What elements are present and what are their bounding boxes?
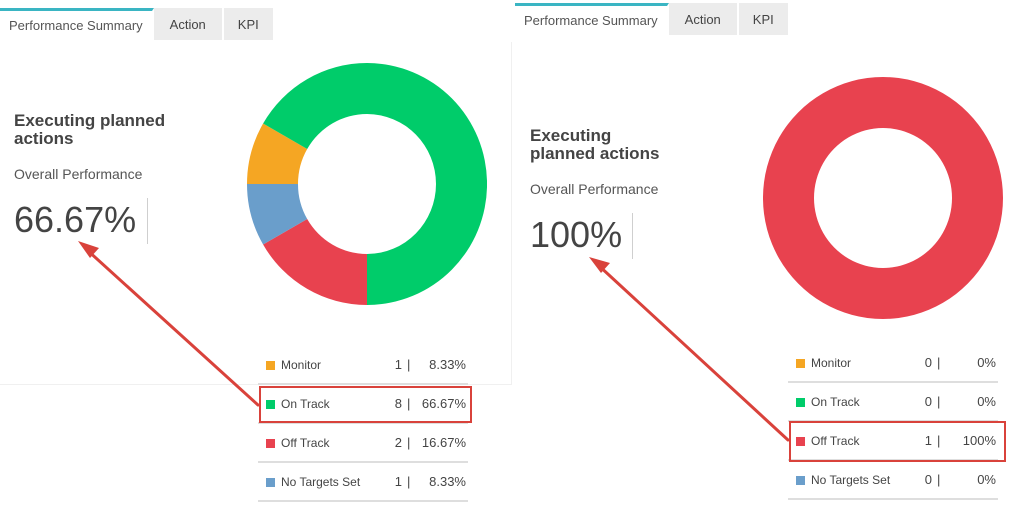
no-targets-swatch bbox=[266, 478, 275, 487]
legend-separator: | bbox=[937, 472, 941, 487]
off-track-swatch bbox=[266, 439, 275, 448]
legend-row-no-targets[interactable]: No Targets Set 0 | 0% bbox=[788, 461, 998, 500]
tab-action[interactable]: Action bbox=[668, 3, 739, 35]
legend-count: 2 bbox=[394, 435, 402, 450]
legend-separator: | bbox=[937, 433, 941, 448]
tab-performance-summary[interactable]: Performance Summary bbox=[515, 3, 669, 37]
performance-panel-right: Performance Summary Action KPI Executing… bbox=[515, 0, 1010, 516]
legend-label: Off Track bbox=[281, 436, 330, 450]
overall-performance-value: 66.67% bbox=[14, 199, 137, 240]
legend-label: On Track bbox=[281, 397, 330, 411]
tab-performance-summary[interactable]: Performance Summary bbox=[0, 8, 154, 42]
donut-segment-off-track bbox=[763, 77, 1003, 319]
monitor-swatch bbox=[796, 359, 805, 368]
legend-label: Monitor bbox=[281, 358, 322, 372]
legend-percent: 8.33% bbox=[429, 474, 466, 489]
legend-count: 0 bbox=[924, 355, 932, 370]
off-track-swatch bbox=[796, 437, 805, 446]
overall-performance-label: Overall Performance bbox=[14, 166, 143, 182]
overall-performance-value: 100% bbox=[530, 214, 623, 255]
donut-segment-on-track bbox=[367, 63, 487, 305]
legend-percent: 0% bbox=[977, 472, 996, 487]
legend-count: 8 bbox=[394, 396, 402, 411]
legend-percent: 0% bbox=[977, 394, 996, 409]
legend-label: No Targets Set bbox=[281, 475, 361, 489]
legend-label: Monitor bbox=[811, 356, 852, 370]
tab-bar: Performance Summary Action KPI bbox=[515, 3, 790, 37]
legend-row-on-track[interactable]: On Track 0 | 0% bbox=[788, 383, 998, 422]
legend-count: 1 bbox=[924, 433, 932, 448]
tab-kpi[interactable]: KPI bbox=[223, 8, 275, 40]
legend-separator: | bbox=[407, 474, 411, 489]
on-track-swatch bbox=[266, 400, 275, 409]
legend-percent: 16.67% bbox=[421, 435, 466, 450]
tab-action[interactable]: Action bbox=[153, 8, 224, 40]
legend-row-monitor[interactable]: Monitor 1 | 8.33% bbox=[258, 346, 468, 385]
tab-bar: Performance Summary Action KPI bbox=[0, 8, 275, 42]
legend-count: 0 bbox=[924, 472, 932, 487]
donut-segment-on-track-c bbox=[263, 63, 367, 149]
value-divider bbox=[632, 213, 633, 259]
performance-donut-chart bbox=[247, 63, 487, 305]
on-track-swatch bbox=[796, 398, 805, 407]
legend-percent: 100% bbox=[962, 433, 996, 448]
legend-percent: 8.33% bbox=[429, 357, 466, 372]
legend-row-monitor[interactable]: Monitor 0 | 0% bbox=[788, 344, 998, 383]
legend-separator: | bbox=[407, 435, 411, 450]
legend-percent: 66.67% bbox=[421, 396, 466, 411]
legend-label: On Track bbox=[811, 395, 860, 409]
legend-row-off-track[interactable]: Off Track 2 | 16.67% bbox=[258, 424, 468, 463]
donut-segment-off-track bbox=[263, 219, 367, 305]
section-heading: Executing planned actions bbox=[14, 111, 166, 148]
legend-separator: | bbox=[937, 394, 941, 409]
tab-kpi[interactable]: KPI bbox=[738, 3, 790, 35]
legend-label: Off Track bbox=[811, 434, 860, 448]
value-divider bbox=[147, 198, 148, 244]
legend-count: 1 bbox=[394, 357, 402, 372]
performance-donut-chart bbox=[763, 77, 1003, 319]
section-heading: Executing planned actions bbox=[530, 126, 660, 163]
legend-row-on-track[interactable]: On Track 8 | 66.67% bbox=[258, 385, 468, 424]
highlight-box-on-track bbox=[259, 386, 472, 423]
performance-panel-left: Performance Summary Action KPI Executing… bbox=[0, 0, 512, 502]
legend-percent: 0% bbox=[977, 355, 996, 370]
overall-performance-label: Overall Performance bbox=[530, 181, 659, 197]
highlight-box-off-track bbox=[789, 421, 1006, 462]
donut-segment-monitor bbox=[247, 123, 308, 184]
legend-separator: | bbox=[407, 357, 411, 372]
no-targets-swatch bbox=[796, 476, 805, 485]
legend-count: 1 bbox=[394, 474, 402, 489]
legend-row-no-targets[interactable]: No Targets Set 1 | 8.33% bbox=[258, 463, 468, 502]
legend-count: 0 bbox=[924, 394, 932, 409]
legend-separator: | bbox=[407, 396, 411, 411]
legend-label: No Targets Set bbox=[811, 473, 891, 487]
legend-separator: | bbox=[937, 355, 941, 370]
donut-segment-no-targets bbox=[247, 184, 308, 245]
monitor-swatch bbox=[266, 361, 275, 370]
